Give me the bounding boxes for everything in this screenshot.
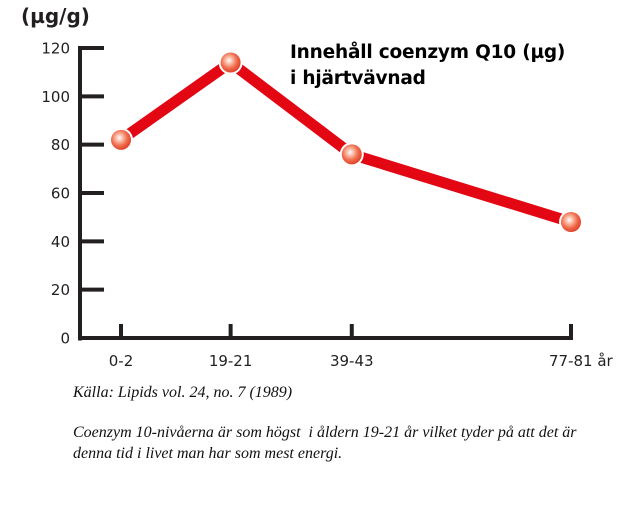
series-segment xyxy=(227,58,356,159)
y-tick-labels: 0 20 40 60 80 100 120 xyxy=(41,40,70,348)
y-tick-label-40: 40 xyxy=(51,233,70,251)
chart-title: Innehåll coenzym Q10 (µg) i hjärtvävnad xyxy=(290,40,565,92)
data-point-19-21 xyxy=(220,52,241,73)
axes xyxy=(78,46,573,341)
source-caption: Källa: Lipids vol. 24, no. 7 (1989) xyxy=(73,384,293,401)
x-tick-label-77-81: 77-81 år xyxy=(549,352,614,370)
x-tick-label-0-2: 0-2 xyxy=(109,352,134,370)
chart-title-line-2: i hjärtvävnad xyxy=(290,68,426,89)
y-tick-label-100: 100 xyxy=(41,88,70,106)
y-axis-unit-label: (µg/g) xyxy=(21,4,90,28)
x-tick-labels: 0-2 19-21 39-43 77-81 år xyxy=(109,352,614,370)
series-markers xyxy=(109,50,583,234)
y-tick-label-80: 80 xyxy=(51,136,70,154)
chart-title-line-1: Innehåll coenzym Q10 (µg) xyxy=(290,42,566,63)
y-tick-label-60: 60 xyxy=(51,185,70,203)
series-segment xyxy=(117,58,234,145)
x-tick-label-39-43: 39-43 xyxy=(330,352,374,370)
data-point-39-43 xyxy=(341,144,362,165)
y-tick-label-0: 0 xyxy=(60,330,70,348)
data-point-77-81 xyxy=(561,212,581,232)
data-point-0-2 xyxy=(111,129,131,150)
y-tick-label-120: 120 xyxy=(41,40,70,58)
y-tick-label-20: 20 xyxy=(51,281,70,299)
note-caption: Coenzym 10-nivåerna är som högst i ålder… xyxy=(73,424,581,462)
line-chart: 0 20 40 60 80 100 120 0-2 19-21 39-43 77-81 år xyxy=(41,40,614,371)
series-line xyxy=(117,58,573,228)
series-segment xyxy=(350,149,573,228)
x-tick-label-19-21: 19-21 xyxy=(209,352,253,370)
